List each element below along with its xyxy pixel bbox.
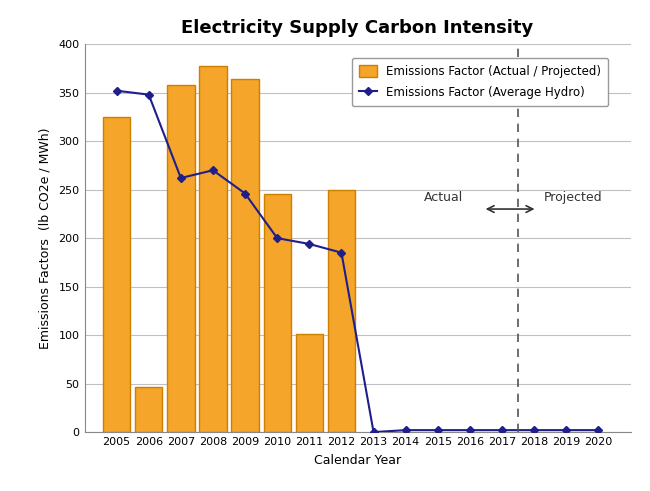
Title: Electricity Supply Carbon Intensity: Electricity Supply Carbon Intensity [181, 19, 534, 37]
Bar [231, 79, 259, 432]
Bar [135, 387, 162, 432]
Bar [103, 117, 130, 432]
Bar [167, 85, 194, 432]
Bar [296, 334, 323, 432]
X-axis label: Calendar Year: Calendar Year [314, 454, 401, 467]
Legend: Emissions Factor (Actual / Projected), Emissions Factor (Average Hydro): Emissions Factor (Actual / Projected), E… [352, 58, 608, 107]
Bar [200, 66, 227, 432]
Bar [328, 190, 355, 432]
Y-axis label: Emissions Factors  (lb CO2e / MWh): Emissions Factors (lb CO2e / MWh) [38, 127, 51, 349]
Text: Projected: Projected [544, 191, 603, 204]
Text: Actual: Actual [424, 191, 463, 204]
Bar [263, 194, 291, 432]
